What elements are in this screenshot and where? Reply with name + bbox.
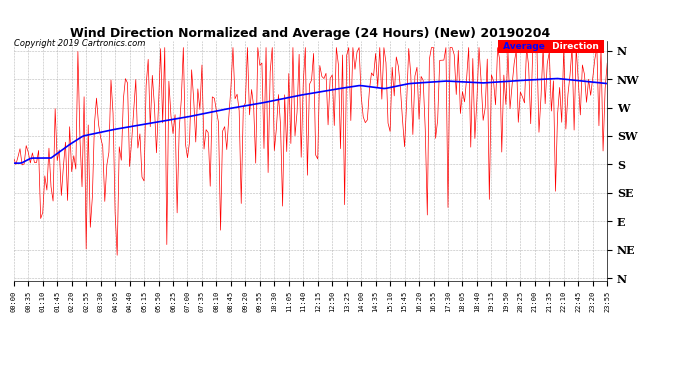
Title: Wind Direction Normalized and Average (24 Hours) (New) 20190204: Wind Direction Normalized and Average (2… xyxy=(70,27,551,40)
Text: Direction: Direction xyxy=(549,42,602,51)
Text: Average: Average xyxy=(500,42,549,51)
Text: Copyright 2019 Cartronics.com: Copyright 2019 Cartronics.com xyxy=(14,39,145,48)
